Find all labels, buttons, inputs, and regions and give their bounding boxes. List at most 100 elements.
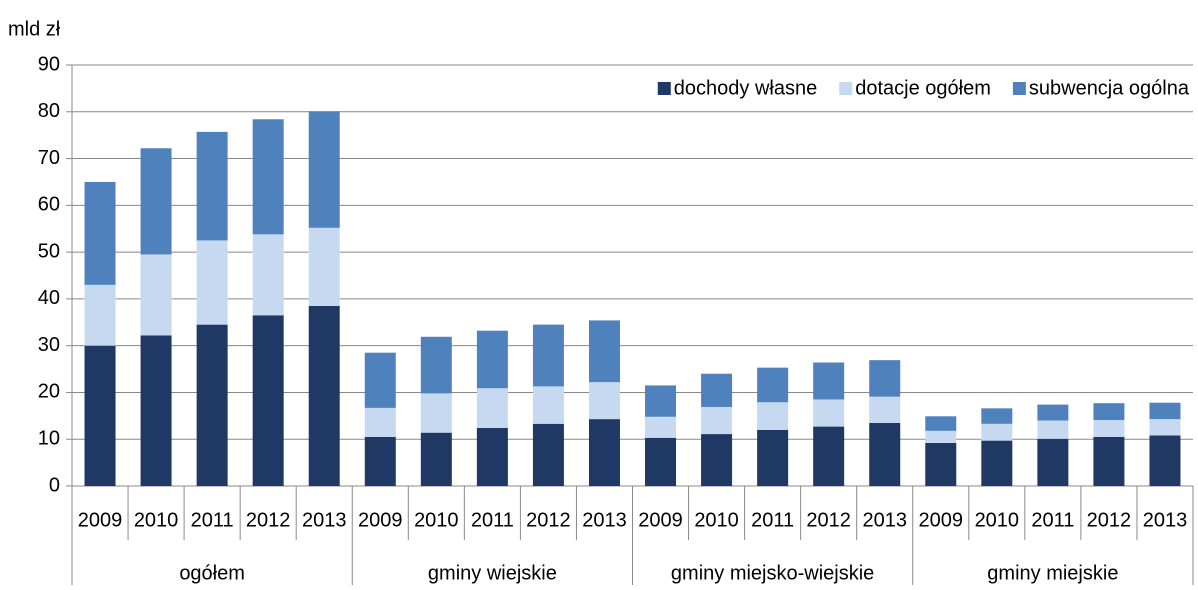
bar-segment (1037, 404, 1069, 421)
bar-segment (869, 396, 901, 423)
bar-segment (701, 373, 733, 407)
legend-swatch (1012, 82, 1026, 95)
y-tick-label: 0 (49, 474, 60, 496)
bar-segment (757, 367, 789, 403)
legend-swatch (657, 82, 671, 95)
bar-segment (196, 324, 228, 486)
y-tick-label: 10 (38, 428, 60, 450)
y-tick-label: 50 (38, 240, 60, 262)
x-tick-label: 2011 (191, 509, 234, 531)
bar-segment (1093, 436, 1125, 486)
y-tick-label: 60 (38, 194, 60, 216)
bar-segment (925, 442, 957, 486)
bar-segment (813, 362, 845, 400)
bar-segment (1093, 403, 1125, 421)
bar-segment (420, 393, 452, 433)
bar-segment (1093, 420, 1125, 437)
bar-segment (364, 407, 396, 437)
x-tick-label: 2010 (694, 509, 739, 531)
y-tick-label: 70 (38, 147, 60, 169)
x-tick-label: 2012 (246, 509, 291, 531)
bar-segment (308, 305, 340, 486)
bar-segment (869, 360, 901, 397)
bar-segment (1149, 435, 1181, 486)
bar-segment (476, 388, 508, 428)
bar-segment (532, 324, 564, 387)
bar-segment (869, 422, 901, 486)
x-tick-label: 2009 (919, 509, 964, 531)
bar-segment (84, 345, 116, 486)
x-tick-label: 2013 (862, 509, 907, 531)
bar-segment (588, 320, 620, 383)
y-axis-label: mld zł (8, 18, 61, 40)
x-tick-label: 2011 (471, 509, 514, 531)
bar-segment (196, 240, 228, 325)
x-tick-label: 2013 (582, 509, 627, 531)
bar-segment (420, 336, 452, 394)
x-tick-label: 2009 (78, 509, 123, 531)
bar-segment (981, 440, 1013, 486)
bar-segment (308, 227, 340, 306)
x-tick-label: 2012 (526, 509, 571, 531)
x-tick-label: 2009 (358, 509, 403, 531)
bar-segment (196, 131, 228, 241)
x-tick-label: 2011 (751, 509, 794, 531)
bar-segment (757, 429, 789, 486)
bar-segment (308, 111, 340, 228)
bar-segment (645, 437, 677, 486)
y-tick-label: 30 (38, 334, 60, 356)
bar-segment (645, 385, 677, 417)
x-tick-label: 2010 (414, 509, 459, 531)
bar-segment (476, 330, 508, 389)
x-tick-label: 2013 (1143, 509, 1188, 531)
bar-segment (84, 284, 116, 346)
x-tick-label: 2012 (806, 509, 851, 531)
bar-segment (420, 432, 452, 486)
bar-segment (140, 335, 172, 486)
bar-segment (476, 427, 508, 486)
x-tick-label: 2010 (134, 509, 179, 531)
y-tick-label: 40 (38, 287, 60, 309)
bar-segment (813, 399, 845, 427)
x-tick-label: 2009 (638, 509, 683, 531)
bar-segment (140, 148, 172, 255)
bar-segment (252, 315, 284, 486)
bar-segment (757, 402, 789, 430)
bar-segment (532, 386, 564, 424)
bar-segment (701, 406, 733, 435)
group-label: gminy wiejskie (428, 562, 557, 584)
group-label: gminy miejskie (987, 562, 1118, 584)
y-tick-label: 80 (38, 100, 60, 122)
x-tick-label: 2011 (1031, 509, 1074, 531)
group-label: gminy miejsko-wiejskie (671, 562, 874, 584)
bar-segment (588, 419, 620, 486)
bar-segment (925, 416, 957, 431)
bar-segment (1149, 419, 1181, 436)
x-tick-label: 2012 (1087, 509, 1132, 531)
group-label: ogółem (179, 562, 245, 584)
bar-segment (364, 436, 396, 486)
bar-segment (364, 352, 396, 408)
y-tick-label: 90 (38, 53, 60, 75)
bar-segment (1149, 402, 1181, 420)
bar-segment (981, 408, 1013, 424)
bar-segment (925, 430, 957, 443)
bar-segment (252, 234, 284, 316)
legend-swatch (839, 82, 853, 95)
legend-label: dotacje ogółem (855, 77, 991, 99)
bar-segment (588, 382, 620, 420)
bar-segment (140, 254, 172, 336)
bar-segment (645, 416, 677, 438)
legend-label: dochody własne (674, 77, 817, 99)
bar-segment (813, 426, 845, 486)
x-tick-label: 2010 (975, 509, 1020, 531)
bar-segment (1037, 420, 1069, 439)
bar-segment (1037, 438, 1069, 486)
legend-label: subwencja ogólna (1029, 77, 1190, 99)
bar-segment (701, 434, 733, 486)
bar-segment (84, 181, 116, 285)
bar-segment (981, 423, 1013, 441)
y-tick-label: 20 (38, 381, 60, 403)
x-tick-label: 2013 (302, 509, 347, 531)
